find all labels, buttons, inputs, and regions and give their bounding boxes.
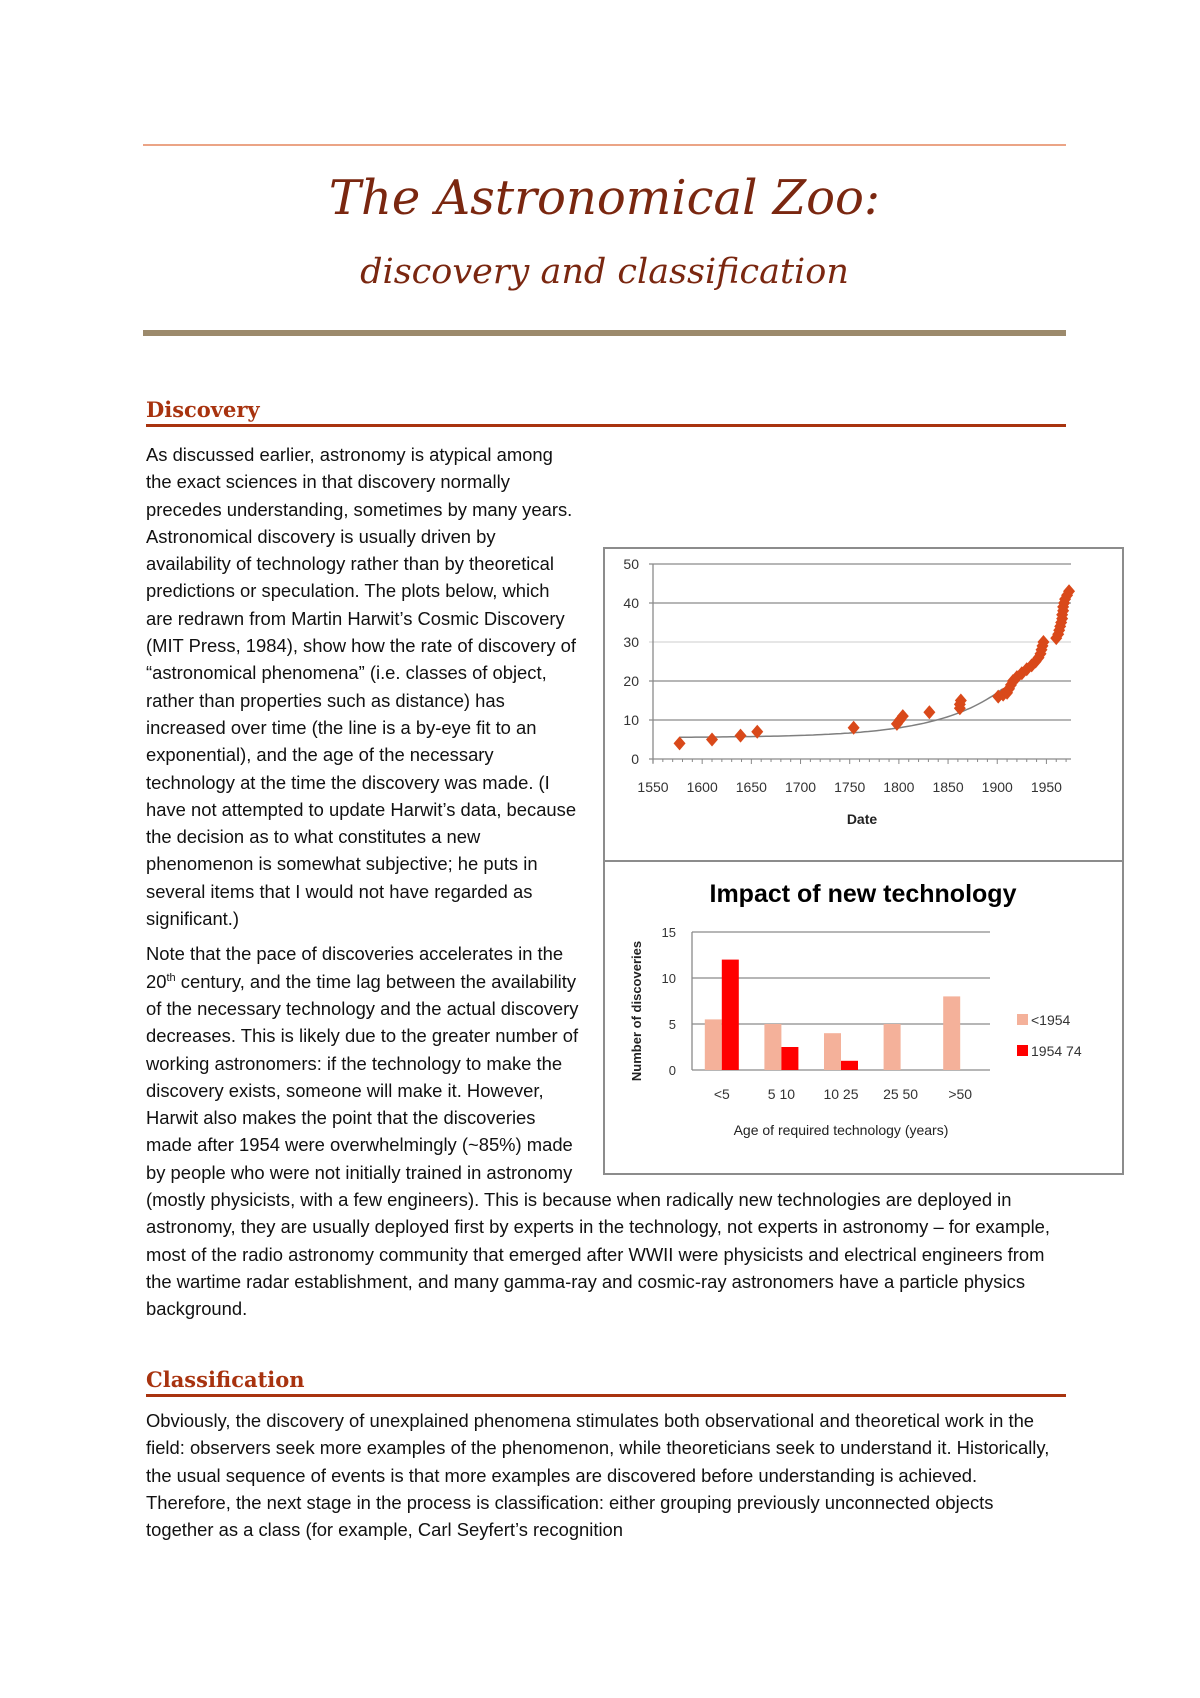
top-rule	[143, 144, 1066, 146]
paragraph-text: Note that the pace of discoveries accele…	[146, 943, 564, 992]
bar	[841, 1060, 858, 1070]
x-tick-label: >50	[948, 1086, 972, 1102]
data-point	[992, 689, 1005, 704]
data-point	[847, 720, 860, 735]
y-tick-label: 20	[623, 673, 639, 689]
y-tick-label: 0	[631, 751, 639, 767]
figure-divider	[605, 860, 1122, 862]
legend-label: <1954	[1031, 1012, 1071, 1028]
y-tick-label: 50	[623, 556, 639, 572]
y-tick-label: 5	[669, 1017, 676, 1032]
data-point	[1063, 584, 1076, 599]
x-tick-label: 10 25	[823, 1086, 858, 1102]
paragraph: As discussed earlier, astronomy is atypi…	[146, 441, 1066, 932]
y-tick-label: 0	[669, 1063, 676, 1078]
document-title: The Astronomical Zoo:	[328, 170, 881, 226]
paragraph-text: century, and the time lag between the av…	[146, 970, 1050, 1320]
data-point	[673, 736, 686, 751]
x-tick-label: 1650	[736, 779, 767, 795]
paragraph: Note that the pace of discoveries accele…	[146, 940, 1066, 1322]
paragraph: Obviously, the discovery of unexplained …	[146, 1410, 1050, 1541]
x-tick-label: 1600	[687, 779, 718, 795]
chart-title: Impact of new technology	[710, 880, 1017, 908]
superscript: th	[166, 971, 176, 984]
x-tick-label: 1800	[883, 779, 914, 795]
x-tick-label: 1700	[785, 779, 816, 795]
section-heading-classification: Classification	[146, 1367, 1066, 1397]
x-axis-label: Date	[847, 811, 878, 827]
data-point	[1020, 662, 1033, 677]
technology-impact-chart: Impact of new technology 0 5 10 15 <5 5 10 10 2…	[629, 880, 1082, 1138]
x-axis-label: Age of required technology (years)	[734, 1122, 949, 1138]
bar	[764, 1024, 782, 1070]
trendline	[679, 688, 1003, 738]
legend-swatch	[1017, 1014, 1028, 1025]
discovery-body: 0 10 20 30 40 50 1550 1600 1650 1700 1750 1800 1850 1…	[146, 441, 1124, 1331]
x-tick-label: 1850	[932, 779, 963, 795]
bar	[781, 1047, 799, 1070]
bar	[704, 1019, 722, 1070]
y-tick-label: 10	[662, 971, 676, 986]
discovery-rate-chart: 0 10 20 30 40 50 1550 1600 1650 1700 1750 1800 1850 1…	[623, 556, 1076, 827]
document-subtitle: discovery and classification	[360, 252, 849, 292]
legend-label: 1954 74	[1031, 1043, 1082, 1059]
figure: 0 10 20 30 40 50 1550 1600 1650 1700 1750 1800 1850 1…	[603, 547, 1124, 1175]
bar	[721, 959, 739, 1070]
data-point	[923, 705, 936, 720]
x-tick-label: 1550	[637, 779, 668, 795]
paragraph-text: As discussed earlier, astronomy is atypi…	[146, 444, 577, 930]
x-tick-label: 1750	[834, 779, 865, 795]
y-tick-label: 15	[662, 925, 676, 940]
x-tick-label: 1950	[1031, 779, 1062, 795]
data-point	[1037, 635, 1050, 649]
data-point	[751, 724, 764, 739]
x-tick-label: 25 50	[883, 1086, 918, 1102]
title-rule	[143, 330, 1066, 336]
y-tick-label: 30	[623, 634, 639, 650]
classification-section: Classification Obviously, the discovery …	[146, 1367, 1066, 1551]
x-tick-label: <5	[714, 1086, 730, 1102]
x-tick-label: 1900	[982, 779, 1013, 795]
y-tick-label: 10	[623, 712, 639, 728]
x-tick-label: 5 10	[768, 1086, 795, 1102]
data-point	[734, 728, 747, 743]
section-heading-discovery: Discovery	[146, 397, 1066, 427]
legend-swatch	[1017, 1045, 1028, 1056]
discovery-section: Discovery	[146, 397, 1066, 437]
data-point	[706, 732, 719, 747]
y-axis-label: Number of discoveries	[629, 941, 644, 1081]
data-point	[896, 709, 909, 724]
data-point	[1010, 670, 1023, 685]
data-point	[1006, 674, 1019, 688]
y-tick-label: 40	[623, 595, 639, 611]
data-point	[954, 693, 967, 708]
bar	[883, 1024, 901, 1070]
bar	[943, 996, 961, 1070]
bar	[824, 1033, 841, 1070]
